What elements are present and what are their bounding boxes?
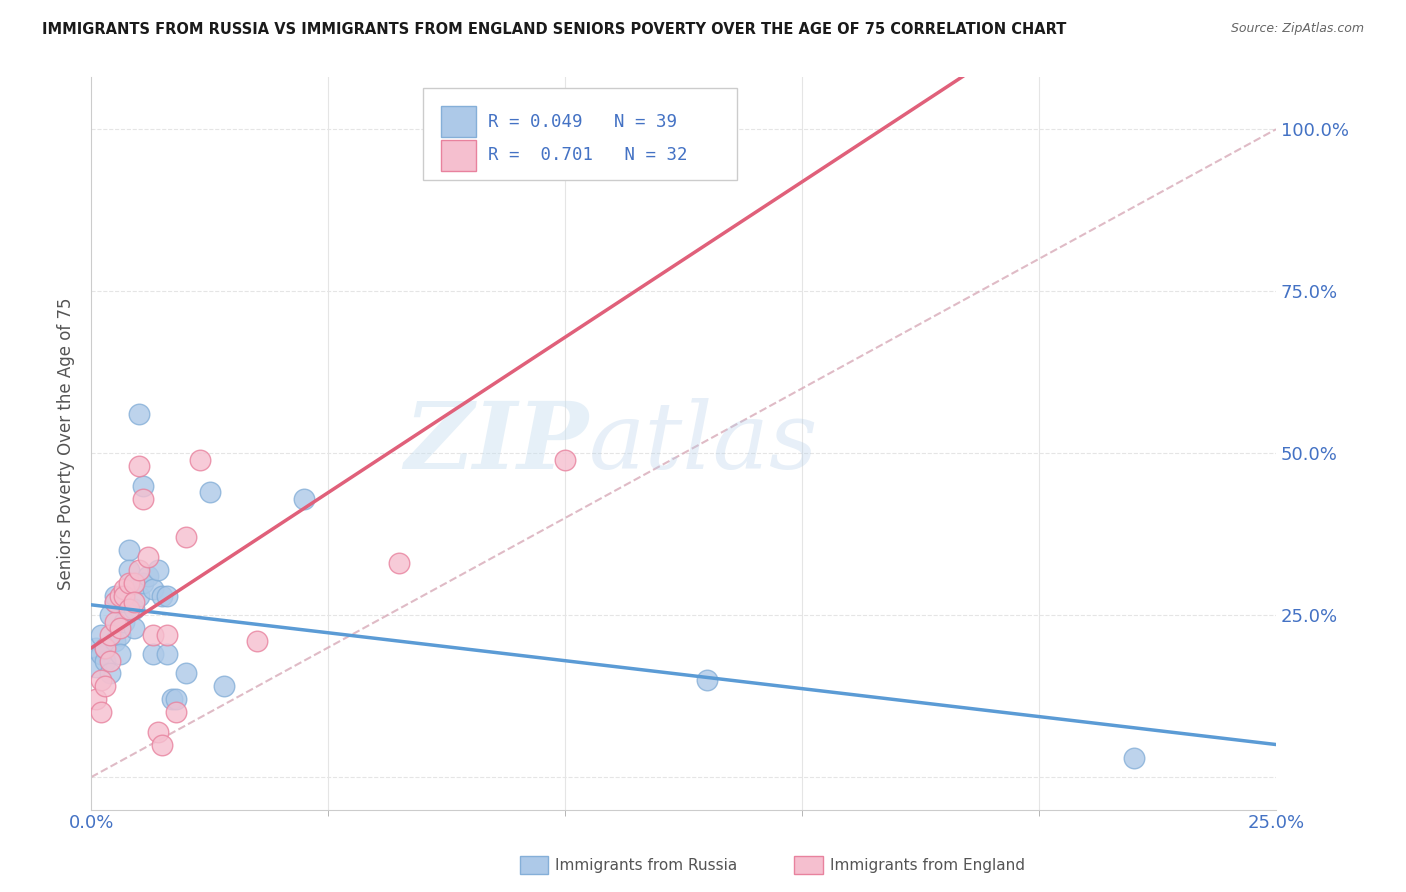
Point [150, 738, 173, 752]
FancyBboxPatch shape [423, 88, 737, 180]
Point [696, 673, 718, 687]
Point [142, 647, 165, 661]
Point [174, 531, 197, 545]
Point [108, 627, 131, 641]
Point [166, 706, 188, 720]
Point [90, 673, 112, 687]
Point [94, 654, 117, 668]
Point [128, 459, 150, 474]
FancyBboxPatch shape [440, 140, 477, 170]
Point [156, 627, 179, 641]
Point [112, 582, 135, 597]
Point [98, 627, 121, 641]
Point [132, 478, 155, 492]
Point [146, 724, 169, 739]
Point [122, 601, 145, 615]
Point [246, 634, 269, 648]
Point [118, 543, 141, 558]
Text: ZIP: ZIP [405, 399, 589, 489]
Point [188, 452, 211, 467]
Text: R =  0.701   N = 32: R = 0.701 N = 32 [488, 146, 688, 164]
Point [90, 647, 112, 661]
Point [156, 589, 179, 603]
Point [94, 680, 117, 694]
Point [112, 589, 135, 603]
Point [104, 615, 127, 629]
Point [108, 647, 131, 661]
Point [136, 549, 159, 564]
Point [142, 582, 165, 597]
Point [90, 627, 112, 641]
Point [84, 660, 107, 674]
Text: atlas: atlas [589, 399, 818, 489]
Point [142, 627, 165, 641]
Point [118, 563, 141, 577]
Text: Source: ZipAtlas.com: Source: ZipAtlas.com [1230, 22, 1364, 36]
Point [156, 647, 179, 661]
Point [212, 680, 235, 694]
Text: Immigrants from England: Immigrants from England [830, 858, 1025, 872]
Point [132, 575, 155, 590]
Point [174, 666, 197, 681]
Point [98, 608, 121, 623]
Point [150, 589, 173, 603]
Point [108, 589, 131, 603]
Point [128, 408, 150, 422]
Point [104, 595, 127, 609]
Point [94, 640, 117, 655]
Point [98, 654, 121, 668]
Point [482, 122, 505, 136]
Text: IMMIGRANTS FROM RUSSIA VS IMMIGRANTS FROM ENGLAND SENIORS POVERTY OVER THE AGE O: IMMIGRANTS FROM RUSSIA VS IMMIGRANTS FRO… [42, 22, 1067, 37]
Point [294, 491, 316, 506]
Point [388, 557, 411, 571]
Point [136, 569, 159, 583]
Point [554, 452, 576, 467]
Point [118, 601, 141, 615]
Point [128, 563, 150, 577]
Point [84, 640, 107, 655]
Point [112, 589, 135, 603]
FancyBboxPatch shape [440, 106, 477, 137]
Y-axis label: Seniors Poverty Over the Age of 75: Seniors Poverty Over the Age of 75 [58, 297, 75, 590]
Point [132, 491, 155, 506]
Point [84, 692, 107, 706]
Text: R = 0.049   N = 39: R = 0.049 N = 39 [488, 112, 678, 130]
Point [128, 589, 150, 603]
Point [104, 589, 127, 603]
Point [112, 615, 135, 629]
Point [146, 563, 169, 577]
Point [160, 692, 183, 706]
Point [94, 640, 117, 655]
Point [198, 485, 221, 500]
Point [122, 595, 145, 609]
Point [104, 595, 127, 609]
Point [98, 666, 121, 681]
Point [1122, 750, 1144, 764]
Point [112, 595, 135, 609]
Point [90, 706, 112, 720]
Point [166, 692, 188, 706]
Text: Immigrants from Russia: Immigrants from Russia [555, 858, 738, 872]
Point [122, 621, 145, 635]
Point [122, 575, 145, 590]
Point [108, 621, 131, 635]
Point [104, 634, 127, 648]
Point [118, 575, 141, 590]
